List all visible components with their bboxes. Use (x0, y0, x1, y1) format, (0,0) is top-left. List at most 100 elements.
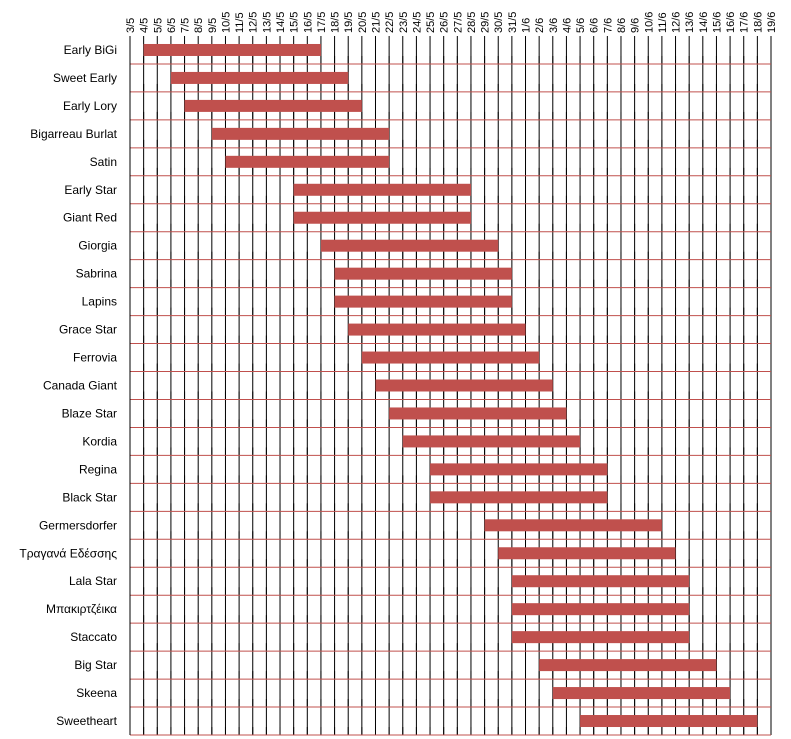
date-tick-labels: 3/5 4/5 5/5 6/5 7/5 8/5 9/5 10/5 11/5 12/5 13/5 14/… (125, 12, 778, 33)
bar-Giant Red (293, 211, 471, 224)
tick-label-3/6: 3/6 (548, 18, 560, 33)
bar-Grace Star (348, 323, 526, 336)
tick-label-24/5: 24/5 (411, 12, 423, 33)
category-label: Skeena (76, 686, 117, 700)
tick-label-18/6: 18/6 (752, 12, 764, 33)
category-label: Ferrovia (73, 351, 117, 365)
tick-label-11/6: 11/6 (657, 12, 669, 33)
category-label: Staccato (70, 630, 117, 644)
minor-tick-marks (129, 55, 772, 735)
category-label: Regina (79, 462, 117, 476)
category-label: Grace Star (59, 323, 117, 337)
category-label: Sabrina (76, 267, 118, 281)
tick-label-4/5: 4/5 (139, 18, 151, 33)
tick-label-13/6: 13/6 (684, 12, 696, 33)
bar-Satin (225, 155, 390, 168)
tick-label-14/6: 14/6 (698, 12, 710, 33)
bar-Early BiGi (143, 43, 321, 56)
bar-Sabrina (334, 267, 512, 280)
tick-label-13/5: 13/5 (261, 12, 273, 33)
tick-label-12/5: 12/5 (248, 12, 260, 33)
bar-Early Star (293, 183, 471, 196)
category-label: Lala Star (69, 574, 117, 588)
tick-label-10/5: 10/5 (220, 12, 232, 33)
tick-label-20/5: 20/5 (357, 12, 369, 33)
tick-label-10/6: 10/6 (643, 12, 655, 33)
tick-label-31/5: 31/5 (507, 12, 519, 33)
tick-label-7/5: 7/5 (180, 18, 192, 33)
category-label: Giant Red (63, 211, 117, 225)
tick-label-19/6: 19/6 (766, 12, 778, 33)
category-label: Sweetheart (56, 714, 117, 728)
tick-label-23/5: 23/5 (398, 12, 410, 33)
bar-Regina (430, 463, 608, 476)
bar-Bigarreau Burlat (211, 127, 390, 140)
category-label: Giorgia (78, 239, 117, 253)
category-labels: Early BiGi Sweet Early Early Lory Bigarreau… (19, 43, 117, 728)
tick-label-5/6: 5/6 (575, 18, 587, 33)
bar-Skeena (552, 687, 731, 700)
bar-Lapins (334, 295, 512, 308)
bar-Τραγανά Εδέσσης (498, 547, 676, 560)
category-label: Early Lory (63, 99, 117, 113)
row-baselines (130, 63, 771, 736)
tick-label-15/6: 15/6 (711, 12, 723, 33)
category-label: Sweet Early (53, 71, 117, 85)
tick-label-5/5: 5/5 (152, 18, 164, 33)
category-label: Canada Giant (43, 379, 118, 393)
category-label: Kordia (82, 434, 117, 448)
bar-Sweetheart (580, 715, 758, 728)
bar-Germersdorfer (484, 519, 662, 532)
tick-label-14/5: 14/5 (275, 12, 287, 33)
tick-label-28/5: 28/5 (466, 12, 478, 33)
tick-label-9/6: 9/6 (630, 18, 642, 33)
bar-Kordia (402, 435, 581, 448)
category-label: Big Star (74, 658, 117, 672)
tick-label-17/6: 17/6 (739, 12, 751, 33)
tick-label-8/5: 8/5 (193, 18, 205, 33)
category-label: Τραγανά Εδέσσης (19, 546, 117, 560)
tick-label-6/5: 6/5 (166, 18, 178, 33)
bar-Big Star (539, 659, 717, 672)
tick-label-6/6: 6/6 (589, 18, 601, 33)
bar-Canada Giant (375, 379, 553, 392)
tick-label-29/5: 29/5 (480, 12, 492, 33)
tick-label-1/6: 1/6 (521, 18, 533, 33)
category-label: Satin (90, 155, 117, 169)
bar-Staccato (511, 631, 690, 644)
tick-label-26/5: 26/5 (439, 12, 451, 33)
bar-Black Star (430, 491, 608, 504)
tick-label-2/6: 2/6 (534, 18, 546, 33)
tick-label-22/5: 22/5 (384, 12, 396, 33)
tick-label-17/5: 17/5 (316, 12, 328, 33)
tick-label-9/5: 9/5 (207, 18, 219, 33)
tick-label-3/5: 3/5 (125, 18, 137, 33)
category-label: Μπακιρτζέικα (46, 602, 117, 616)
bar-Blaze Star (389, 407, 567, 420)
tick-label-21/5: 21/5 (370, 12, 382, 33)
category-label: Blaze Star (62, 406, 117, 420)
tick-label-30/5: 30/5 (493, 12, 505, 33)
tick-label-11/5: 11/5 (234, 12, 246, 33)
category-label: Germersdorfer (39, 518, 117, 532)
tick-label-16/5: 16/5 (302, 12, 314, 33)
category-label: Early BiGi (64, 43, 117, 57)
tick-label-25/5: 25/5 (425, 12, 437, 33)
category-label: Early Star (64, 183, 117, 197)
tick-label-27/5: 27/5 (452, 12, 464, 33)
bar-Μπακιρτζέικα (511, 603, 690, 616)
bar-Ferrovia (361, 351, 540, 364)
tick-label-18/5: 18/5 (330, 12, 342, 33)
bar-Lala Star (511, 575, 690, 588)
tick-label-12/6: 12/6 (671, 12, 683, 33)
category-label: Lapins (82, 295, 117, 309)
tick-label-16/6: 16/6 (725, 12, 737, 33)
tick-label-7/6: 7/6 (602, 18, 614, 33)
tick-label-15/5: 15/5 (289, 12, 301, 33)
tick-label-8/6: 8/6 (616, 18, 628, 33)
category-label: Bigarreau Burlat (30, 127, 117, 141)
bar-Early Lory (184, 99, 362, 112)
category-label: Black Star (62, 490, 117, 504)
